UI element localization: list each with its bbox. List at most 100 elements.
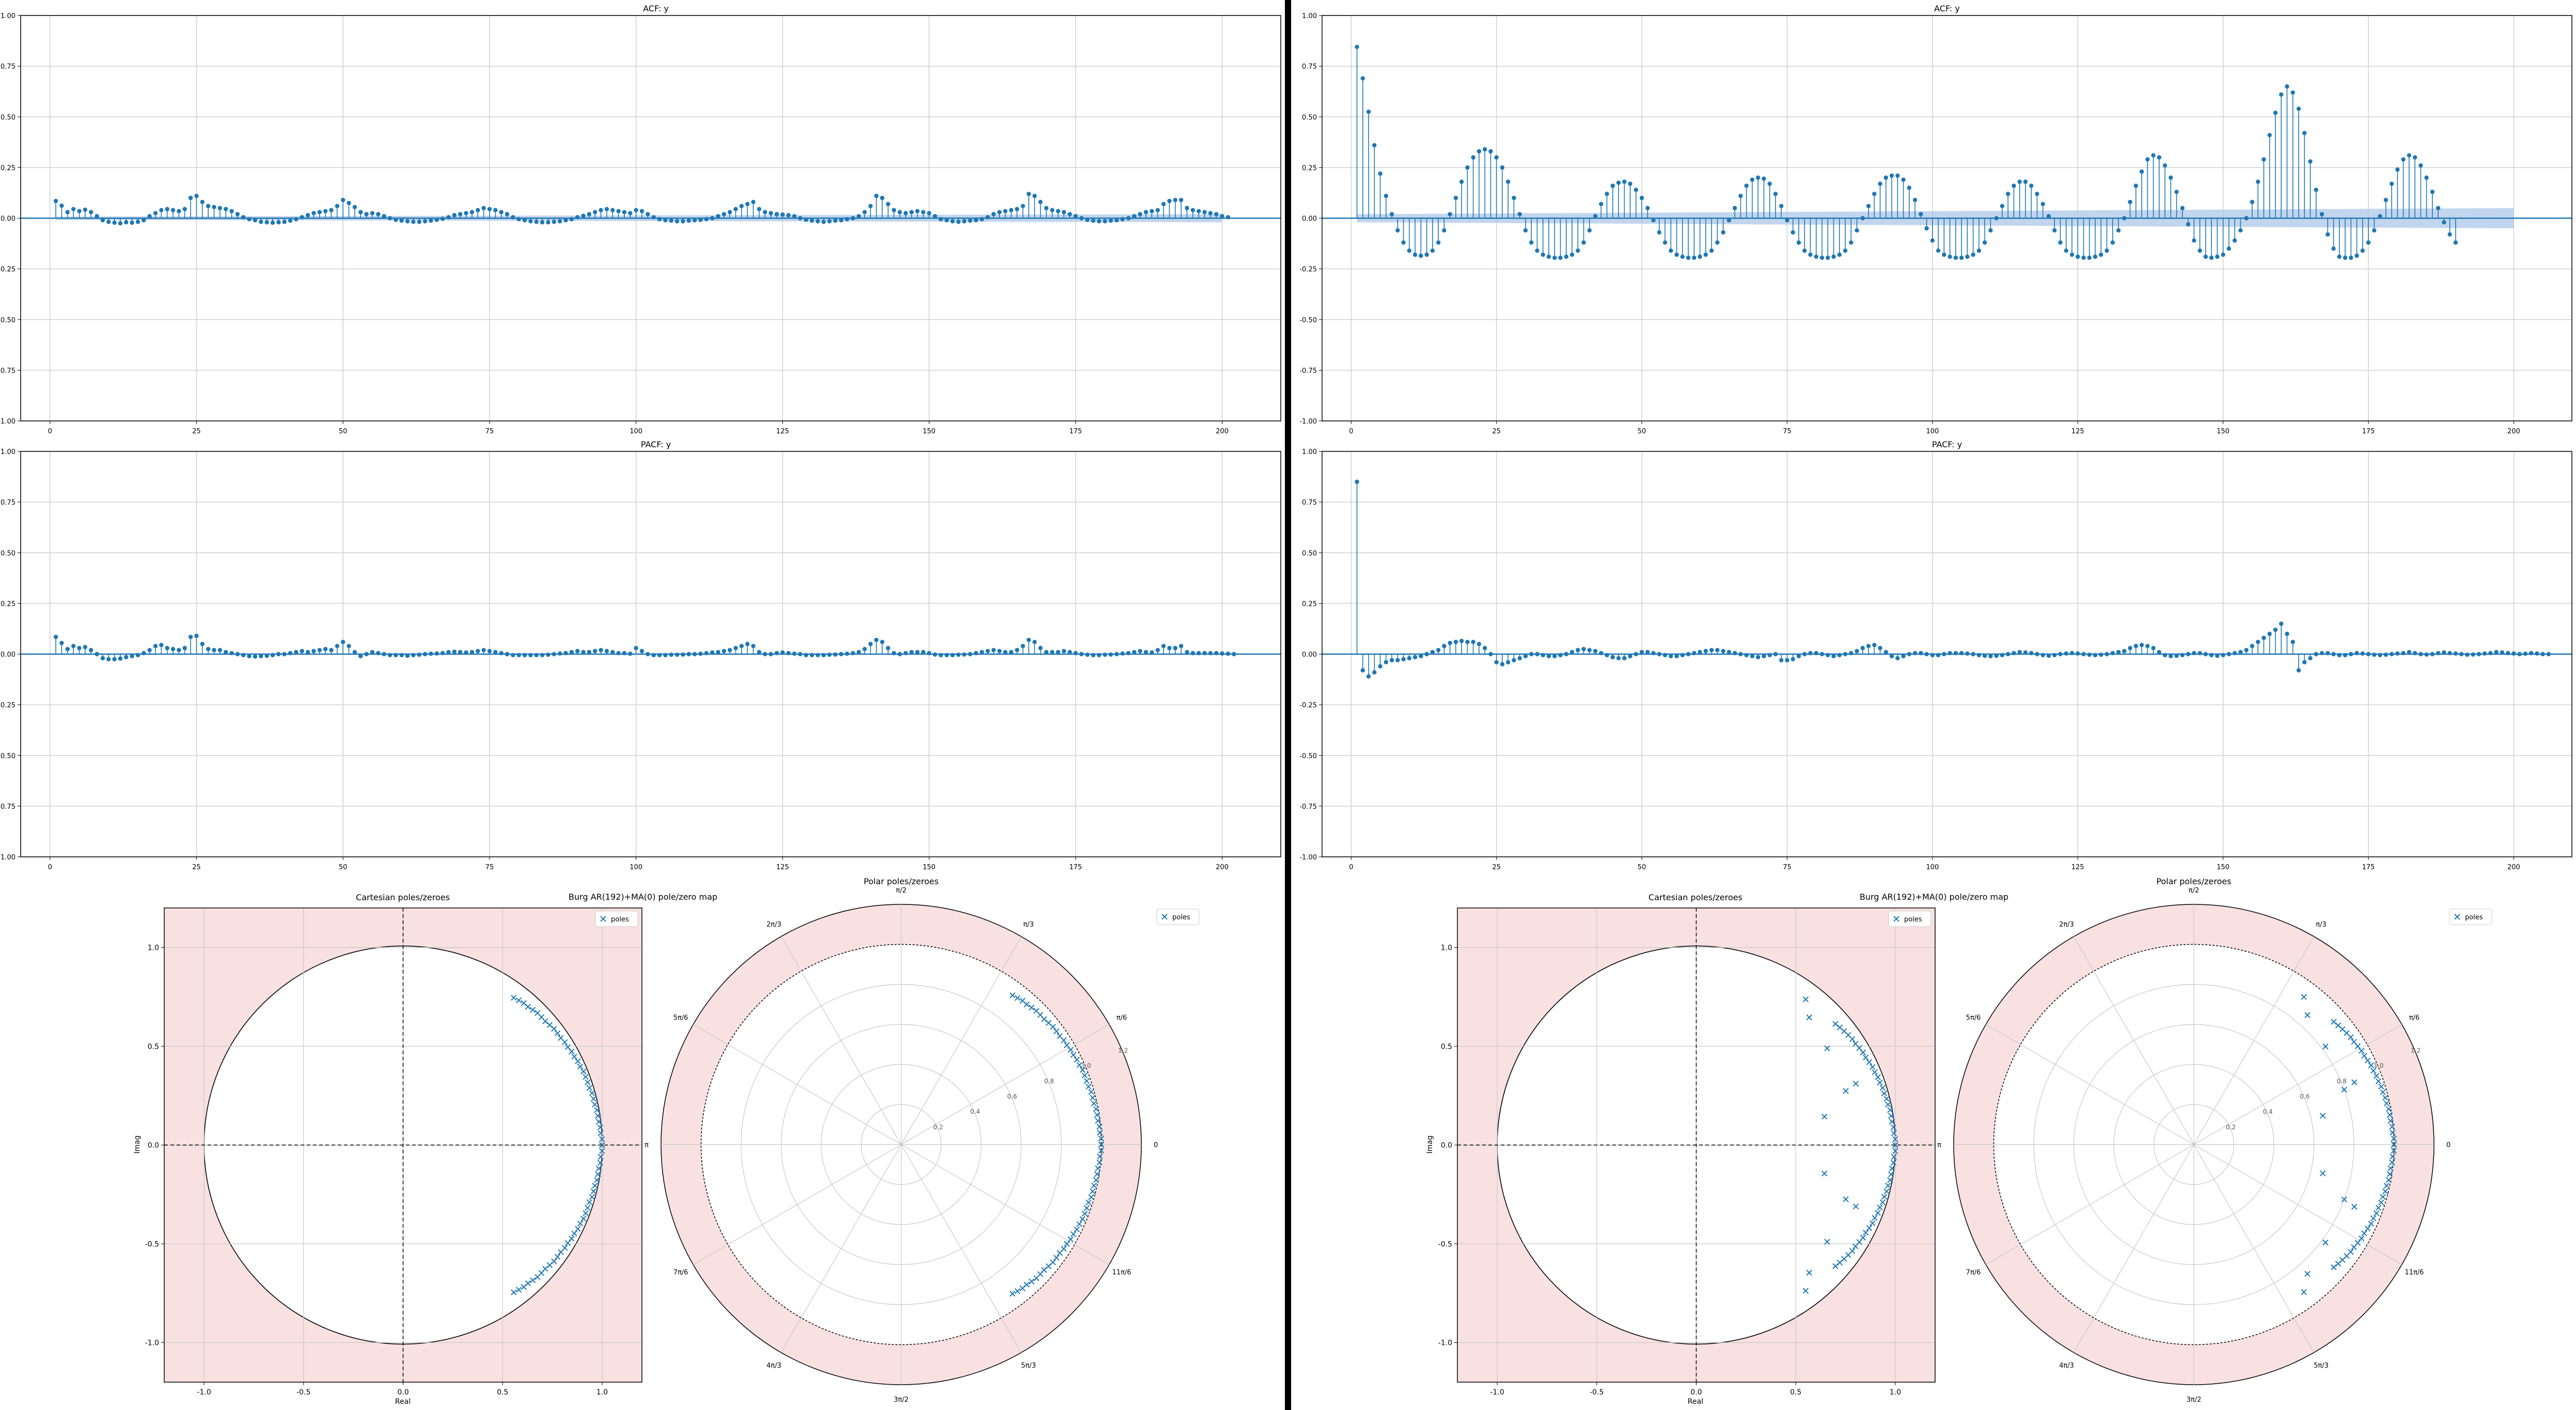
left-pacf-stem-marker bbox=[106, 657, 111, 662]
left-pacf-stem-marker bbox=[651, 653, 656, 657]
right-acf-stem-marker bbox=[1471, 155, 1475, 160]
right-acf-stem-marker bbox=[2372, 228, 2377, 233]
right-pacf-stem-marker bbox=[2279, 621, 2284, 626]
left-acf-stem-marker bbox=[399, 218, 404, 223]
left-polar-angular-gridline bbox=[901, 1144, 1110, 1265]
left-pacf-stem-marker bbox=[224, 650, 228, 654]
left-acf-stem-marker bbox=[329, 208, 334, 212]
right-acf-stem-marker bbox=[1930, 238, 1935, 243]
right-pacf-stem-marker bbox=[2005, 652, 2010, 656]
left-pacf-title: PACF: y bbox=[641, 440, 671, 449]
right-acf-stem-marker bbox=[1628, 181, 1632, 186]
right-pacf-stem-marker bbox=[1593, 649, 1598, 653]
left-acf-stem-marker bbox=[804, 217, 808, 222]
left-pacf-stem-marker bbox=[646, 652, 650, 656]
left-acf-stem-marker bbox=[405, 219, 410, 224]
right-pacf-stem-marker bbox=[1738, 652, 1743, 656]
left-acf-xtick-label: 25 bbox=[192, 428, 201, 435]
right-polar-angle-label: 11π/6 bbox=[2405, 1269, 2424, 1277]
right-polar-angle-label: π/2 bbox=[2189, 887, 2199, 895]
left-pacf-stem-marker bbox=[710, 650, 715, 655]
left-cartesian-pole-marker bbox=[597, 1160, 604, 1166]
right-polar-pole-marker bbox=[2387, 1165, 2394, 1171]
left-acf-stem-marker bbox=[557, 219, 562, 224]
right-polar-angle-label: 3π/2 bbox=[2187, 1396, 2202, 1404]
right-pacf-stem-marker bbox=[1692, 651, 1697, 655]
right-acf-stem-marker bbox=[1785, 218, 1789, 223]
right-acf-stem-marker bbox=[1372, 143, 1377, 148]
left-acf-stem-marker bbox=[270, 220, 275, 225]
right-acf-stem-marker bbox=[2058, 240, 2063, 245]
left-cartesian-pole-marker bbox=[575, 1226, 581, 1232]
right-pacf-stem-marker bbox=[1849, 651, 1854, 655]
right-polar-pole-marker bbox=[2386, 1171, 2393, 1178]
right-pacf-stem-marker bbox=[2093, 653, 2098, 657]
left-acf-stem-marker bbox=[229, 209, 234, 213]
right-acf-stem-marker bbox=[1552, 255, 1557, 260]
right-pacf-stem-marker bbox=[1372, 670, 1377, 675]
left-polar-angle-label: π/2 bbox=[896, 887, 906, 895]
panel-divider bbox=[1285, 0, 1291, 1410]
left-pacf-stem-marker bbox=[476, 649, 480, 653]
left-cartesian-pole-marker bbox=[598, 1154, 604, 1160]
left-cartesian-ytick-label: -0.5 bbox=[145, 1240, 159, 1248]
left-polar-pole-marker bbox=[1097, 1130, 1103, 1136]
right-pacf-stem-marker bbox=[2244, 648, 2249, 652]
left-polar-pole-marker bbox=[1067, 1236, 1074, 1243]
right-polar-angular-gridline bbox=[1985, 1024, 2194, 1145]
left-acf-stem-marker bbox=[798, 216, 803, 221]
left-acf-stem-marker bbox=[458, 212, 463, 216]
right-pacf-stem-marker bbox=[1419, 654, 1423, 659]
right-pacf-stem-marker bbox=[1790, 657, 1795, 662]
left-pacf-stem-marker bbox=[159, 643, 164, 648]
right-acf-stem-marker bbox=[1605, 192, 1609, 196]
right-acf-stem-marker bbox=[2046, 214, 2051, 218]
left-acf-stem-marker bbox=[464, 211, 468, 215]
left-acf-title: ACF: y bbox=[643, 4, 669, 13]
right-polar-pole-marker bbox=[2301, 994, 2307, 1000]
right-polar-pole-marker bbox=[2331, 1264, 2337, 1271]
left-cartesian-pole-marker bbox=[597, 1124, 604, 1131]
right-pacf-xtick-label: 100 bbox=[1926, 864, 1939, 871]
left-acf-stem-marker bbox=[241, 215, 246, 220]
left-cartesian-pole-marker bbox=[535, 1010, 541, 1016]
right-pacf-stem-marker bbox=[1959, 651, 1964, 655]
left-pacf-stem-marker bbox=[552, 652, 556, 656]
left-pacf-stem-marker bbox=[1103, 652, 1107, 657]
right-acf-stem-marker bbox=[1953, 255, 1958, 260]
right-pacf-stem-marker bbox=[1872, 643, 1877, 648]
left-pacf-stem-marker bbox=[276, 652, 281, 656]
left-acf-stem-marker bbox=[340, 197, 345, 202]
left-acf-stem-marker bbox=[276, 220, 281, 225]
left-acf-stem-marker bbox=[880, 196, 885, 200]
right-pacf-stem-marker bbox=[1669, 654, 1673, 659]
left-acf-stem-marker bbox=[188, 196, 193, 200]
left-pacf-stem-marker bbox=[1232, 652, 1236, 656]
left-pacf-stem-marker bbox=[616, 651, 621, 655]
left-pacf-stem-marker bbox=[212, 648, 216, 652]
right-pacf-stem-marker bbox=[1924, 652, 1929, 656]
left-acf-stem-marker bbox=[1150, 209, 1154, 213]
left-polar-pole-marker bbox=[1094, 1111, 1101, 1118]
left-cartesian-pole-marker bbox=[577, 1063, 584, 1070]
right-acf-stem-marker bbox=[1453, 196, 1458, 200]
left-cartesian-pole-marker bbox=[564, 1044, 571, 1050]
right-acf-stem-marker bbox=[2314, 187, 2318, 192]
left-polar-pole-marker bbox=[1090, 1094, 1096, 1101]
left-pacf-stem-marker bbox=[599, 648, 603, 652]
left-pacf-stem-marker bbox=[587, 650, 592, 654]
right-cartesian-pole-marker bbox=[1824, 1045, 1830, 1052]
right-polar-angle-label: 0 bbox=[2446, 1141, 2451, 1149]
left-acf-stem-marker bbox=[200, 199, 205, 205]
right-polar-pole-marker bbox=[2331, 1019, 2337, 1025]
left-pacf-stem-marker bbox=[704, 651, 709, 655]
left-pacf-stem-marker bbox=[1038, 646, 1043, 650]
left-pacf-stem-marker bbox=[142, 651, 146, 655]
right-acf-stem-marker bbox=[1680, 254, 1685, 259]
right-acf-stem-marker bbox=[2430, 190, 2435, 194]
right-acf-stem-marker bbox=[2000, 203, 2005, 209]
left-pacf-stem-marker bbox=[1155, 648, 1160, 652]
left-acf-stem-marker bbox=[921, 210, 925, 214]
left-pacf-stem-marker bbox=[1214, 651, 1219, 655]
right-pacf-stem-marker bbox=[1529, 652, 1534, 656]
